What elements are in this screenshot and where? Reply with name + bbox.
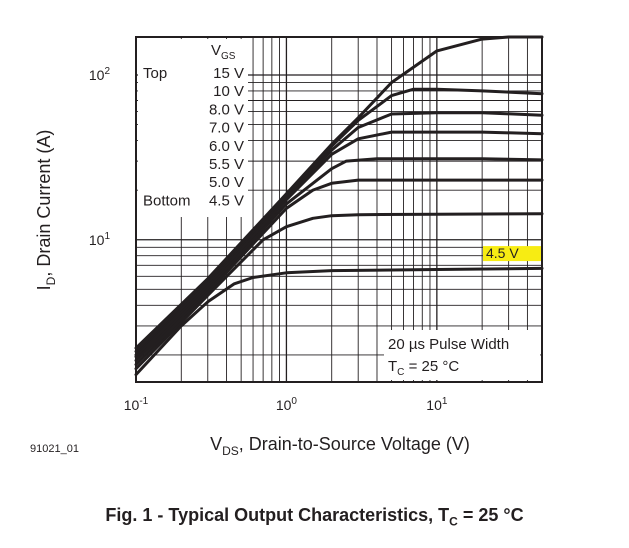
legend-entry: 8.0 V xyxy=(209,101,244,118)
x-tick-label: 101 xyxy=(426,396,448,413)
x-tick-label: 100 xyxy=(276,396,298,413)
series-line-vgs-5-0-v xyxy=(134,212,544,371)
legend-entry: 6.0 V xyxy=(209,138,244,155)
legend-background xyxy=(138,39,248,217)
legend-bottom-label: Bottom xyxy=(143,192,191,209)
tick-labels: 10-1 100 101 101 102 xyxy=(89,66,448,413)
series-line-vgs-8-0-v xyxy=(134,111,544,357)
series-line-vgs-10-v xyxy=(134,87,544,353)
series-line-vgs-6-0-v xyxy=(134,157,544,362)
y-axis-label: ID, Drain Current (A) xyxy=(34,130,58,291)
x-tick-label: 10-1 xyxy=(124,396,149,413)
series-line-vgs-5-5-v xyxy=(134,178,544,366)
annotation-background xyxy=(384,330,540,380)
legend-entry: 5.0 V xyxy=(209,174,244,191)
legend-entry: 10 V xyxy=(213,83,244,100)
plot-frame xyxy=(135,36,543,383)
y-tick-label: 101 xyxy=(89,231,111,248)
legend-entry: 4.5 V xyxy=(209,192,244,209)
figure-id: 91021_01 xyxy=(30,443,79,455)
legend-entry: 5.5 V xyxy=(209,156,244,173)
highlight-label: 4.5 V xyxy=(486,245,519,261)
legend-entry: 7.0 V xyxy=(209,120,244,137)
series-line-vgs-7-0-v xyxy=(134,130,544,359)
annotation-line-2: TC = 25 °C xyxy=(388,358,459,378)
series-line-vgs-4-5-v xyxy=(134,266,544,377)
figure-caption: Fig. 1 - Typical Output Characteristics,… xyxy=(105,505,524,529)
legend-header: VGS xyxy=(211,42,236,62)
highlight-marker xyxy=(483,246,541,262)
y-tick-label: 102 xyxy=(89,66,111,83)
series-curves xyxy=(134,35,544,377)
legend-top-label: Top xyxy=(143,65,167,82)
x-axis-label: VDS, Drain-to-Source Voltage (V) xyxy=(210,434,470,458)
annotation-line-1: 20 µs Pulse Width xyxy=(388,336,509,353)
legend-entry: 15 V xyxy=(213,65,244,82)
